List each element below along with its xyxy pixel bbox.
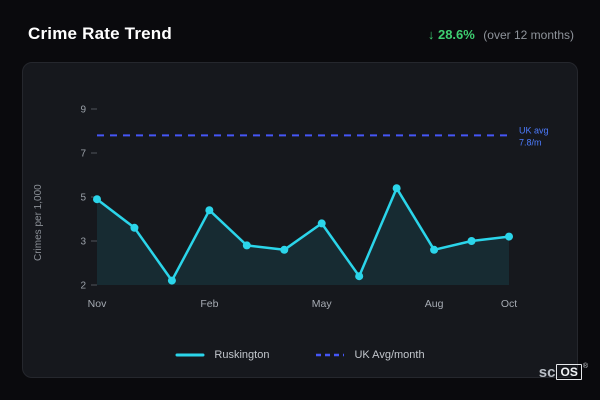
legend: Ruskington UK Avg/month xyxy=(23,349,577,361)
ruskington-line-marker xyxy=(175,353,205,357)
x-tick-label: Nov xyxy=(88,298,107,310)
delta-note: (over 12 months) xyxy=(483,28,574,42)
legend-item-uk-avg[interactable]: UK Avg/month xyxy=(315,349,425,361)
data-point[interactable] xyxy=(93,195,101,204)
x-tick-label: Aug xyxy=(425,298,444,310)
header: Crime Rate Trend ↓ 28.6% (over 12 months… xyxy=(28,24,574,44)
data-point[interactable] xyxy=(130,223,139,232)
legend-item-ruskington[interactable]: Ruskington xyxy=(175,349,269,361)
y-tick-label: 9 xyxy=(80,105,86,116)
data-point[interactable] xyxy=(505,232,513,241)
delta-indicator: ↓ 28.6% (over 12 months) xyxy=(428,26,574,44)
data-point[interactable] xyxy=(467,237,476,245)
registered-mark: ® xyxy=(582,363,588,370)
chart-card: Crimes per 1,000 2 3 5 7 9 Nov Feb May Aug Oct UK … xyxy=(22,62,578,378)
data-point[interactable] xyxy=(280,245,289,254)
y-tick-label: 3 xyxy=(80,237,86,248)
y-tick-label: 7 xyxy=(80,149,86,160)
crime-trend-chart: 2 3 5 7 9 Nov Feb May Aug Oct UK avg 7.8/m xyxy=(80,105,549,311)
uk-avg-label: UK avg xyxy=(519,125,549,135)
uk-avg-value: 7.8/m xyxy=(519,137,542,147)
logo-prefix: sc xyxy=(538,363,556,381)
x-tick-label: Feb xyxy=(200,298,218,310)
legend-label-uk-avg: UK Avg/month xyxy=(354,349,425,361)
x-tick-label: May xyxy=(312,298,333,310)
data-point[interactable] xyxy=(355,272,364,281)
delta-value: ↓ 28.6% xyxy=(427,27,475,42)
data-point[interactable] xyxy=(317,219,326,228)
data-point[interactable] xyxy=(205,206,214,215)
data-point[interactable] xyxy=(167,276,176,285)
y-tick-label: 5 xyxy=(80,193,86,204)
data-point[interactable] xyxy=(242,241,251,250)
page-title: Crime Rate Trend xyxy=(28,24,172,43)
series-line xyxy=(95,186,511,282)
scos-logo: sc OS ® xyxy=(538,363,588,381)
y-tick-label: 2 xyxy=(80,281,86,292)
data-point[interactable] xyxy=(430,245,439,254)
logo-box: OS xyxy=(556,364,582,380)
legend-label-ruskington: Ruskington xyxy=(214,349,270,361)
uk-avg-dashed-marker xyxy=(316,353,345,357)
data-point[interactable] xyxy=(392,184,401,193)
x-tick-label: Oct xyxy=(501,298,517,310)
